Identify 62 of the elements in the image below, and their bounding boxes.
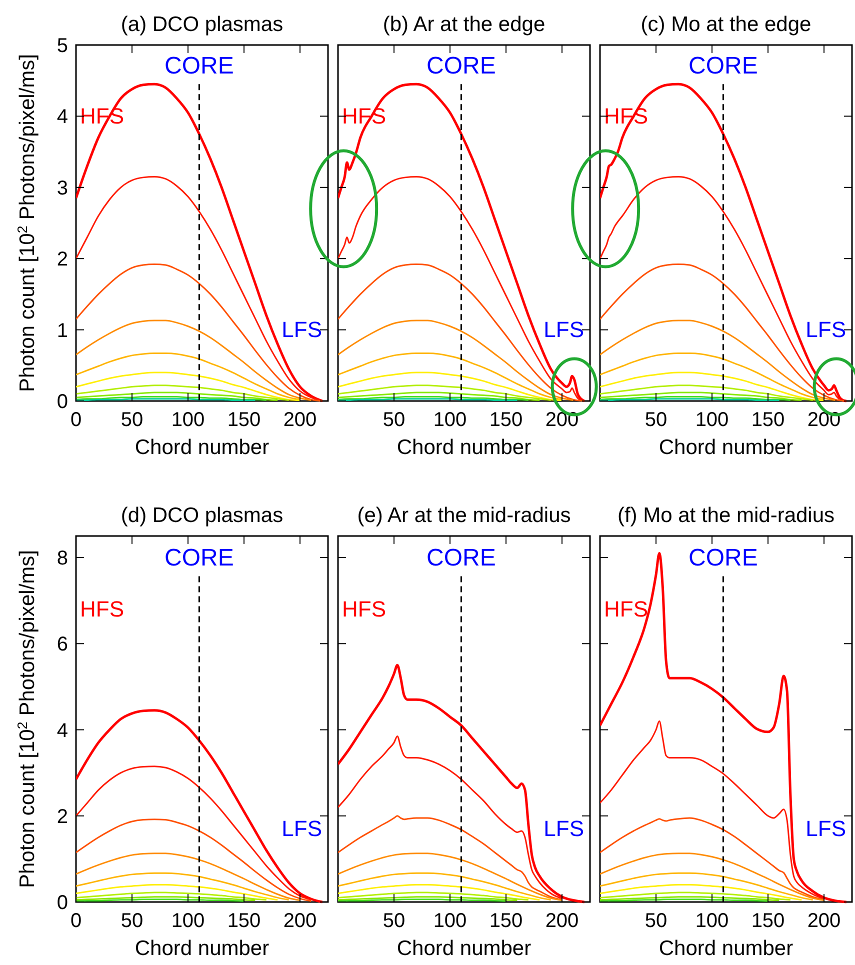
x-axis-title: Chord number [134,937,270,960]
chart-title: (c) Mo at the edge [640,13,812,36]
chart-title: (e) Ar at the mid-radius [357,504,571,527]
ref-line-label: CORE [426,544,496,572]
x-axis-title: Chord number [396,436,532,459]
annotation: LFS [544,316,584,342]
annotation: LFS [282,816,322,842]
x-axis-title: Chord number [658,937,794,960]
y-tick-label: 0 [56,391,68,413]
x-tick-label: 150 [489,409,523,431]
chart-title: (b) Ar at the edge [382,13,546,36]
chart-title: (f) Mo at the mid-radius [617,504,835,527]
x-tick-label: 100 [171,409,205,431]
x-tick-label: 50 [120,409,144,431]
x-tick-label: 150 [227,910,261,932]
x-tick-label: 200 [283,910,317,932]
x-tick-label: 50 [644,409,668,431]
x-tick-label: 100 [433,409,467,431]
x-tick-label: 100 [433,910,467,932]
y-tick-label: 2 [56,806,68,828]
y-tick-label: 6 [56,634,68,656]
x-tick-label: 150 [227,409,261,431]
annotation: LFS [544,816,584,842]
y-tick-label: 3 [56,177,68,200]
x-tick-label: 150 [751,409,785,431]
x-tick-label: 150 [489,910,523,932]
ref-line-label: CORE [426,52,496,80]
y-tick-label: 4 [56,106,68,128]
x-tick-label: 50 [644,910,668,932]
ref-line-label: CORE [688,52,758,80]
x-tick-label: 0 [70,910,82,932]
ref-line-label: CORE [164,52,234,80]
x-tick-label: 150 [751,910,785,932]
x-axis-title: Chord number [134,436,270,459]
annotation: HFS [80,596,124,622]
y-tick-label: 5 [56,35,68,57]
ref-line-label: CORE [688,544,758,572]
chart-title: (a) DCO plasmas [120,13,284,36]
chart-title: (d) DCO plasmas [120,504,284,527]
x-tick-label: 100 [695,409,729,431]
x-tick-label: 100 [171,910,205,932]
y-tick-label: 0 [56,892,68,914]
x-tick-label: 200 [807,910,841,932]
annotation: HFS [604,596,648,622]
y-tick-label: 2 [56,248,68,271]
annotation: LFS [806,816,846,842]
x-tick-label: 0 [70,409,82,431]
x-tick-label: 50 [382,910,406,932]
x-tick-label: 200 [283,409,317,431]
x-tick-label: 50 [120,910,144,932]
x-axis-title: Chord number [396,937,532,960]
x-axis-title: Chord number [658,436,794,459]
x-tick-label: 100 [695,910,729,932]
y-tick-label: 4 [56,720,68,742]
annotation: HFS [342,596,386,622]
annotation: LFS [282,316,322,342]
y-tick-label: 1 [56,320,68,342]
ref-line-label: CORE [164,544,234,572]
annotation: LFS [806,316,846,342]
x-tick-label: 50 [382,409,406,431]
y-tick-label: 8 [56,548,68,570]
x-tick-label: 200 [545,910,579,932]
